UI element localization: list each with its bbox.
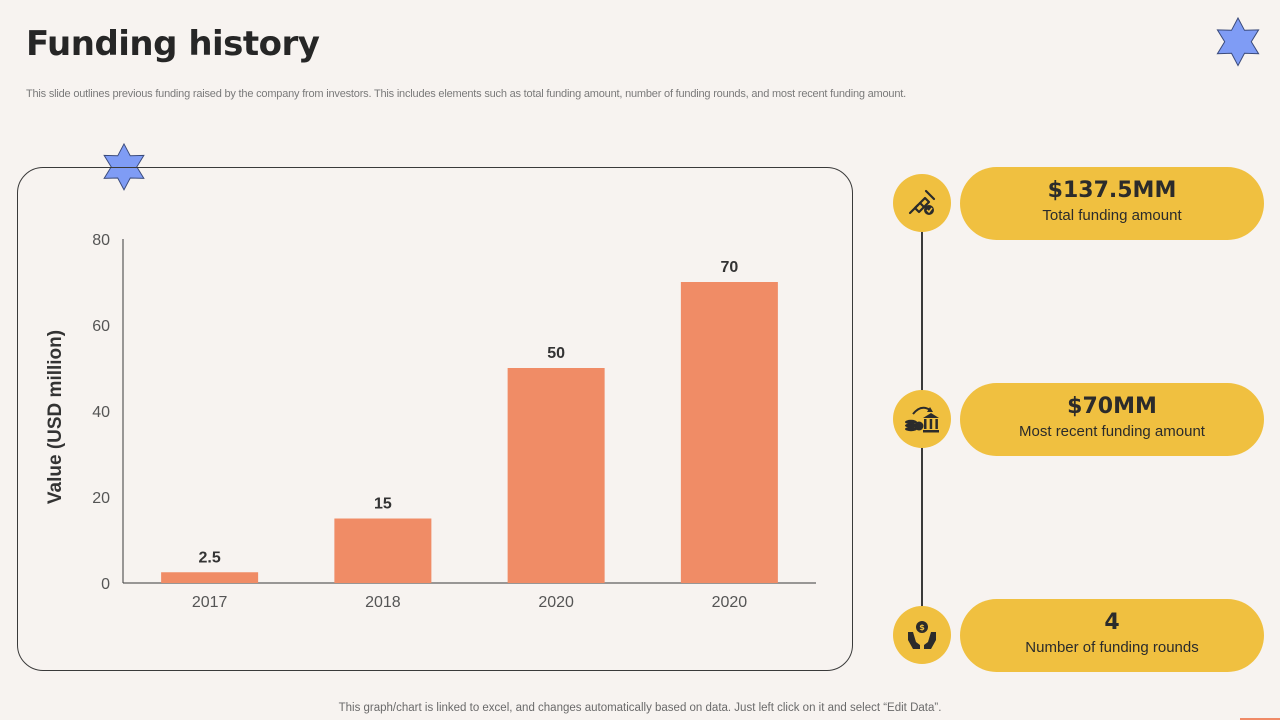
bar-value-label: 15 xyxy=(374,496,392,513)
bar xyxy=(680,282,778,583)
chart-panel xyxy=(17,167,853,671)
y-axis-title: Value (USD million) xyxy=(45,330,66,504)
bar-value-label: 2.5 xyxy=(199,549,221,566)
star-decoration-icon xyxy=(103,142,145,191)
y-tick-label: 40 xyxy=(92,404,110,421)
y-tick-label: 0 xyxy=(101,576,110,593)
stat-card-recent-funding: $70MM Most recent funding amount xyxy=(960,383,1264,456)
stat-value: $70MM xyxy=(1067,394,1157,419)
y-tick-label: 60 xyxy=(92,318,110,335)
bar-chart: 0 20 40 60 80 Value (USD million) 2.5 2017 15 201… xyxy=(45,232,816,611)
stat-label: Number of funding rounds xyxy=(1025,639,1199,656)
bar-value-label: 50 xyxy=(547,345,565,362)
page-title: Funding history xyxy=(26,24,320,64)
bar xyxy=(334,518,432,583)
svg-text:$: $ xyxy=(919,623,925,632)
y-tick-label: 20 xyxy=(92,490,110,507)
stat-value: 4 xyxy=(1104,610,1120,635)
bar-value-label: 70 xyxy=(720,259,738,276)
x-tick-label: 2018 xyxy=(365,594,401,611)
x-tick-label: 2017 xyxy=(192,594,228,611)
bar xyxy=(161,572,259,583)
x-tick-label: 2020 xyxy=(712,594,748,611)
stat-label: Most recent funding amount xyxy=(1019,423,1205,440)
corner-accent xyxy=(1240,718,1280,720)
stat-card-total-funding: $137.5MM Total funding amount xyxy=(960,167,1264,240)
star-decoration-icon xyxy=(1216,16,1260,67)
stat-value: $137.5MM xyxy=(1047,178,1177,203)
stat-card-funding-rounds: 4 Number of funding rounds xyxy=(960,599,1264,672)
handshake-icon xyxy=(893,174,951,232)
stat-label: Total funding amount xyxy=(1042,207,1182,224)
coins-to-bank-icon xyxy=(893,390,951,448)
money-hands-icon: $ xyxy=(893,606,951,664)
y-tick-label: 80 xyxy=(92,232,110,249)
bar xyxy=(507,368,605,583)
footer-note: This graph/chart is linked to excel, and… xyxy=(338,702,942,714)
x-tick-label: 2020 xyxy=(538,594,574,611)
page-subtitle: This slide outlines previous funding rai… xyxy=(26,88,906,100)
